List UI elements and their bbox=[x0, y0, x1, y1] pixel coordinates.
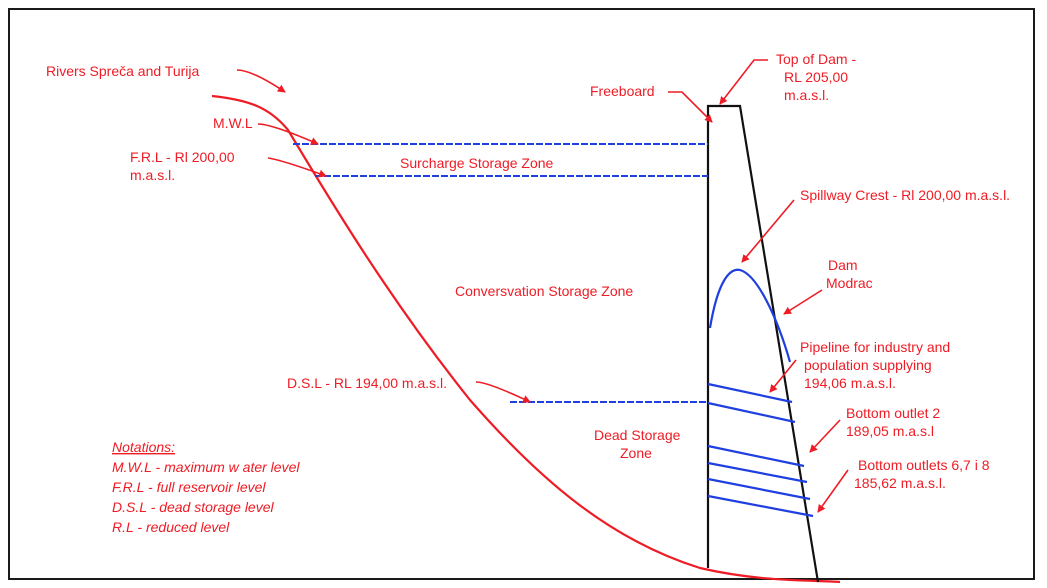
pipeline-label-line2: population supplying bbox=[804, 357, 932, 373]
pipeline-line-2 bbox=[707, 401, 796, 424]
top-of-dam-arrow bbox=[719, 59, 768, 105]
top-of-dam-label-line1: Top of Dam - bbox=[776, 51, 856, 67]
dsl-label: D.S.L - RL 194,00 m.a.s.l. bbox=[287, 375, 447, 391]
rivers-arrow bbox=[236, 69, 286, 93]
notation-item-frl: F.R.L - full reservoir level bbox=[112, 479, 266, 495]
dead-storage-label-line2: Zone bbox=[620, 445, 652, 461]
bottom-outlet-line-8 bbox=[707, 494, 814, 518]
bottom-outlet-line-6 bbox=[707, 461, 808, 484]
diagram-frame bbox=[8, 8, 1035, 580]
notation-item-dsl: D.S.L - dead storage level bbox=[112, 499, 275, 515]
dam-label-line1: Dam bbox=[828, 257, 858, 273]
top-of-dam-label-line3: m.a.s.l. bbox=[784, 87, 829, 103]
dsl-arrow bbox=[475, 381, 531, 403]
dam-label-line2: Modrac bbox=[826, 275, 873, 291]
outlet2-arrow bbox=[809, 419, 841, 453]
pipeline-arrow bbox=[769, 359, 797, 393]
bottom-outlet-line-7 bbox=[707, 477, 811, 501]
dead-storage-label-line1: Dead Storage bbox=[594, 427, 681, 443]
frl-arrow bbox=[267, 157, 327, 178]
frl-label-line1: F.R.L - Rl 200,00 bbox=[130, 149, 235, 165]
pipeline-label-line1: Pipeline for industry and bbox=[800, 339, 950, 355]
reservoir-bed-line bbox=[211, 94, 841, 584]
dam-arrow bbox=[783, 289, 823, 315]
freeboard-label: Freeboard bbox=[590, 83, 655, 99]
top-of-dam-label-line2: RL 205,00 bbox=[784, 69, 848, 85]
mwl-label: M.W.L bbox=[213, 115, 253, 131]
frl-label-line2: m.a.s.l. bbox=[130, 167, 175, 183]
notation-item-mwl: M.W.L - maximum w ater level bbox=[112, 459, 300, 475]
spillway-crest-curve bbox=[708, 268, 792, 363]
surcharge-zone-label: Surcharge Storage Zone bbox=[400, 155, 554, 171]
dam-body bbox=[706, 104, 820, 583]
bottom-outlet-2-label-line1: Bottom outlet 2 bbox=[846, 405, 940, 421]
notation-item-rl: R.L - reduced level bbox=[112, 519, 230, 535]
outlets-arrow bbox=[817, 469, 849, 513]
spillway-label: Spillway Crest - Rl 200,00 m.a.s.l. bbox=[800, 187, 1010, 203]
pipeline-line-1 bbox=[707, 382, 793, 404]
rivers-label: Rivers Spreča and Turija bbox=[46, 63, 200, 79]
mwl-arrow bbox=[257, 123, 319, 145]
bottom-outlets-label-line2: 185,62 m.a.s.l. bbox=[854, 475, 946, 491]
notations-title: Notations: bbox=[112, 439, 175, 455]
bottom-outlet-2-line bbox=[707, 444, 805, 468]
bottom-outlet-2-label-line2: 189,05 m.a.s.l bbox=[846, 423, 934, 439]
conservation-zone-label: Conversvation Storage Zone bbox=[455, 283, 633, 299]
spillway-arrow bbox=[741, 199, 795, 263]
pipeline-label-line3: 194,06 m.a.s.l. bbox=[804, 375, 896, 391]
bottom-outlets-label-line1: Bottom outlets 6,7 i 8 bbox=[858, 457, 990, 473]
freeboard-arrow bbox=[668, 91, 713, 123]
